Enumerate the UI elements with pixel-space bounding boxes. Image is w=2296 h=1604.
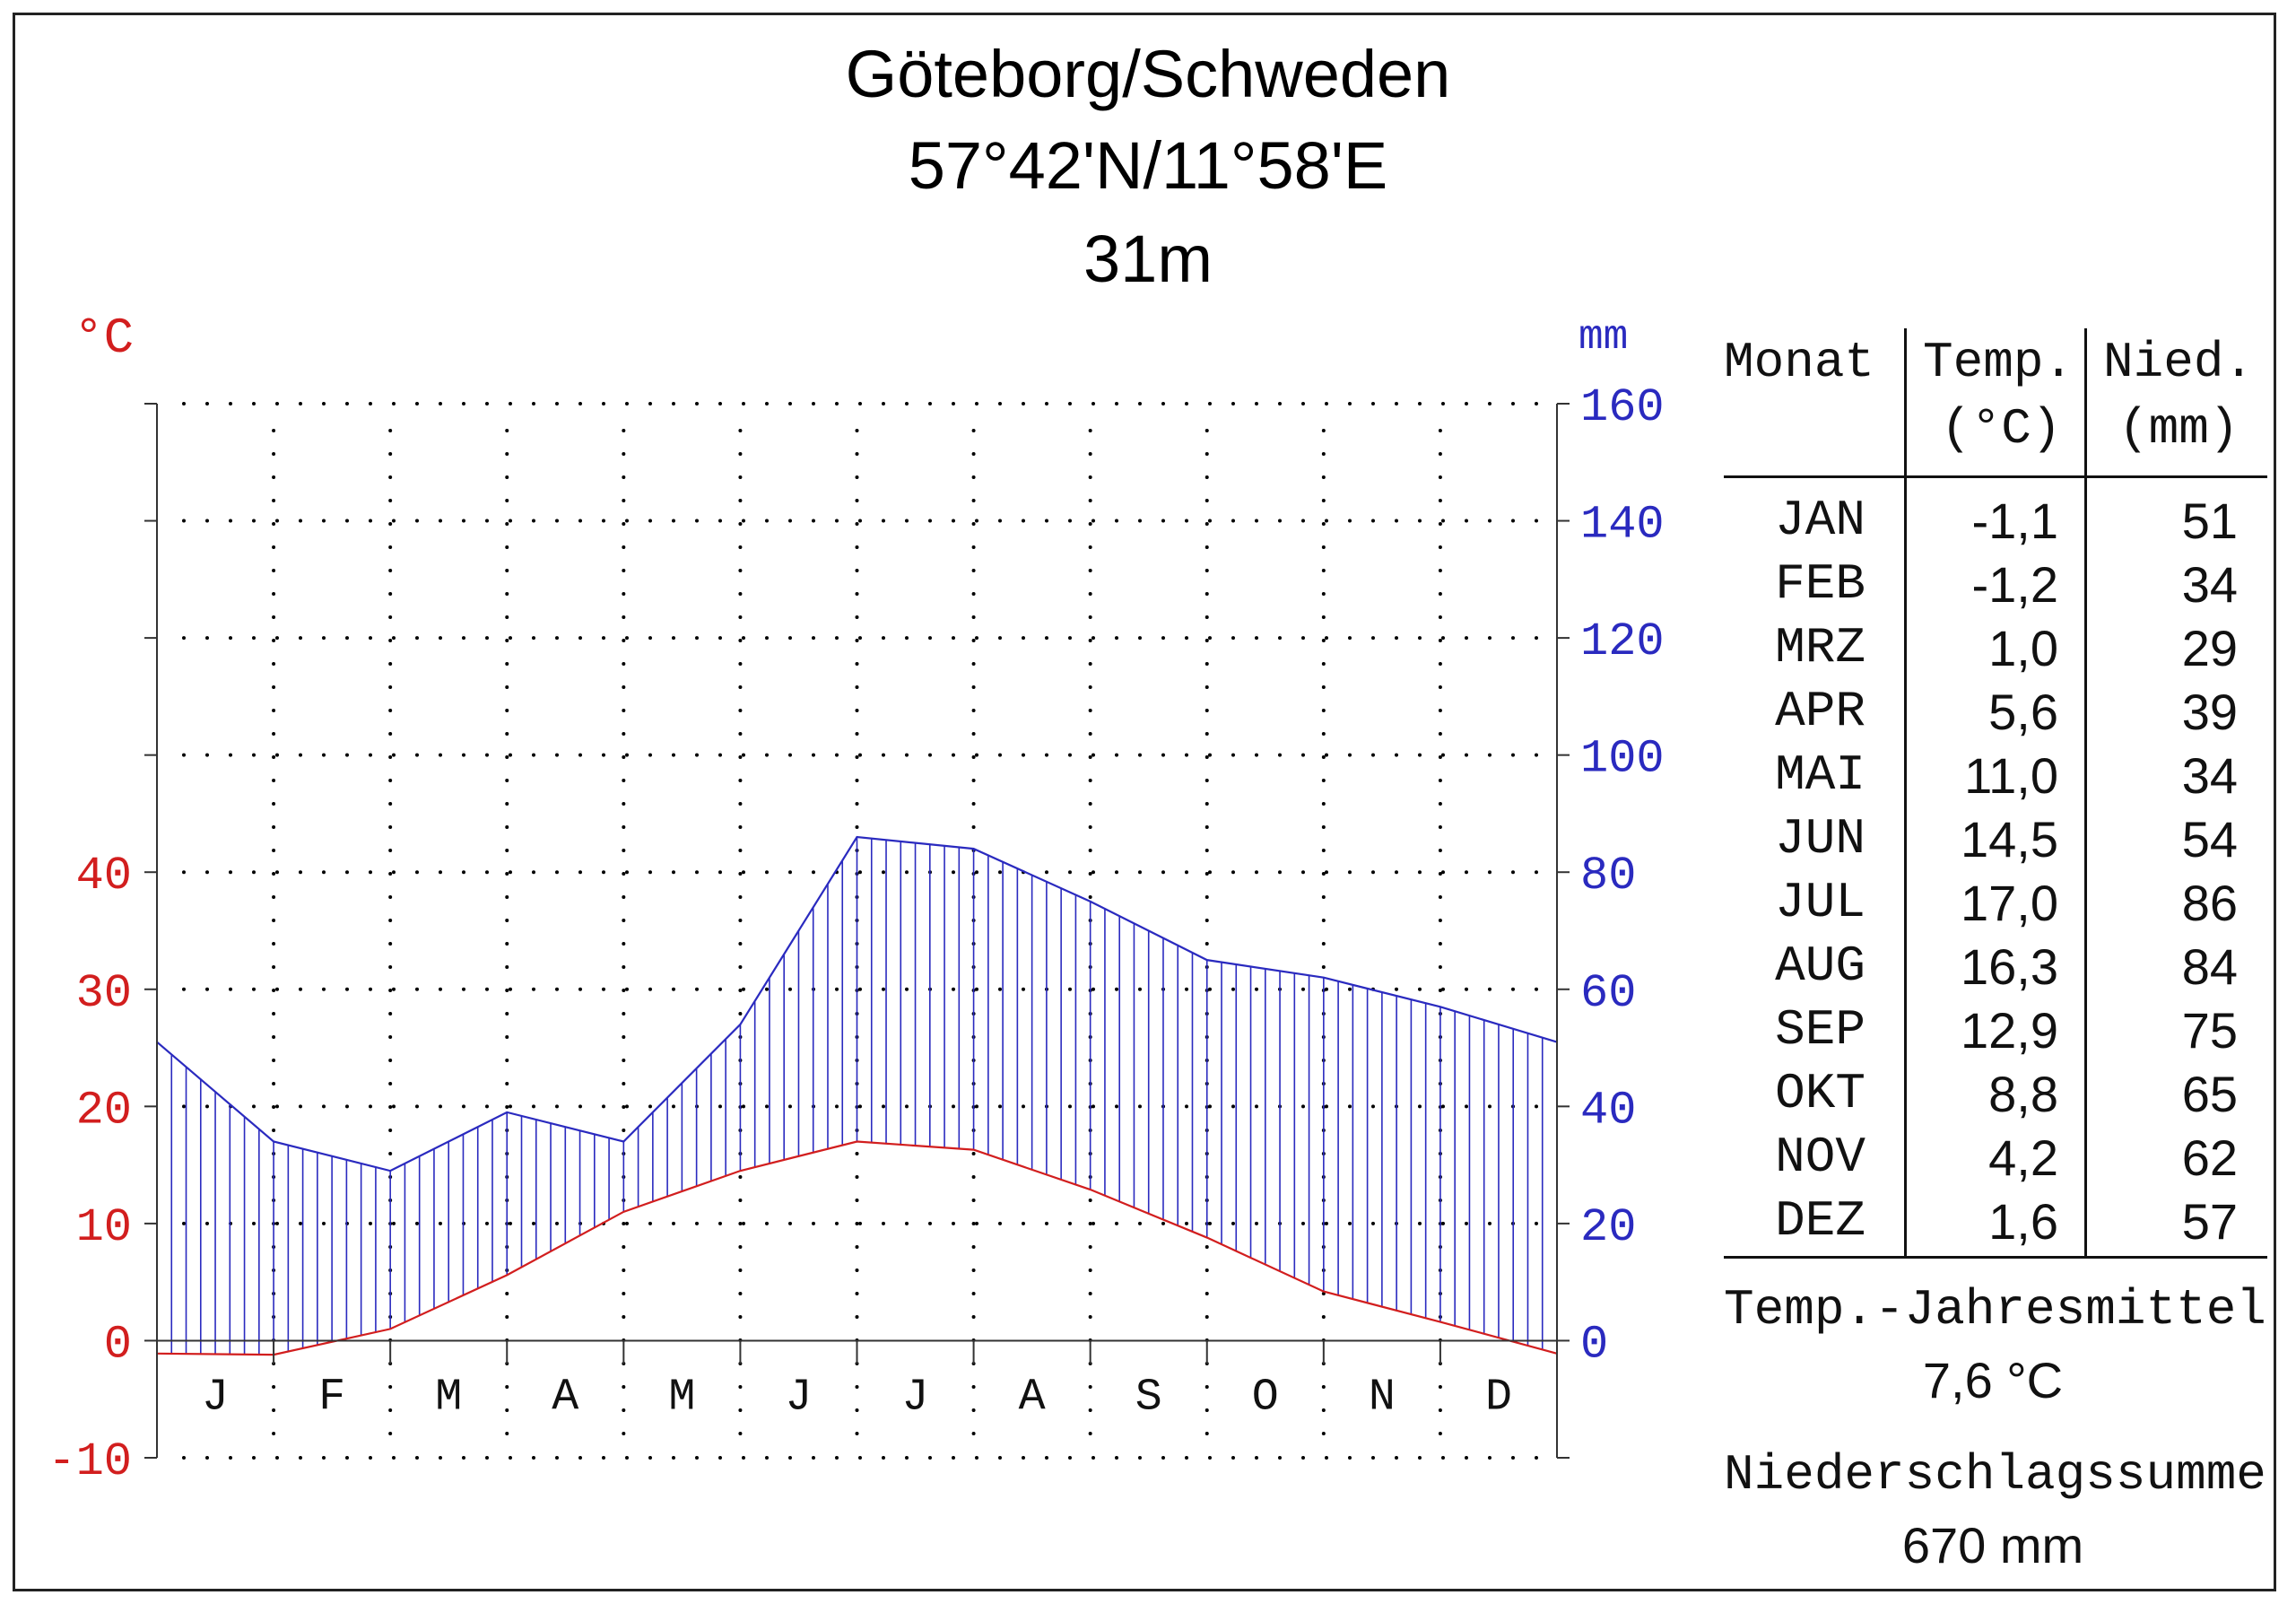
table-row-month: DEZ — [1775, 1192, 1866, 1250]
table-row-month: SEP — [1775, 1001, 1866, 1059]
table-row-month: OKT — [1775, 1065, 1866, 1122]
table-header-temp-unit: (°C) — [1941, 400, 2062, 458]
month-label: A — [552, 1372, 578, 1423]
month-label: J — [785, 1372, 812, 1423]
chart-title-station: Göteborg/Schweden — [845, 37, 1451, 111]
table-row-temp: 1,0 — [1988, 620, 2058, 676]
table-row-month: AUG — [1775, 937, 1866, 995]
chart-title-coordinates: 57°42'N/11°58'E — [908, 128, 1388, 203]
right-axis-tick-label: 0 — [1580, 1318, 1608, 1371]
table-row-temp: -1,2 — [1971, 556, 2059, 613]
right-axis-tick-label: 100 — [1580, 733, 1665, 786]
table-row-temp: 12,9 — [1961, 1002, 2058, 1059]
left-axis-tick-label: 0 — [104, 1318, 132, 1371]
month-label: D — [1485, 1372, 1512, 1423]
right-axis-tick-label: 160 — [1580, 381, 1665, 434]
annual-mean-value: 7,6 °C — [1922, 1352, 2064, 1408]
right-axis-unit: mm — [1578, 314, 1628, 361]
table-row-month: JUN — [1775, 810, 1866, 867]
table-row-month: APR — [1775, 683, 1866, 740]
left-axis-tick-label: 30 — [76, 967, 132, 1020]
table-row-precip: 75 — [2181, 1002, 2238, 1059]
right-axis-tick-label: 120 — [1580, 615, 1665, 668]
table-row-temp: 4,2 — [1988, 1129, 2058, 1186]
table-row-temp: 11,0 — [1964, 747, 2058, 804]
table-header-temp: Temp. — [1923, 334, 2074, 391]
table-header-precip-unit: (mm) — [2118, 400, 2239, 458]
table-row-temp: -1,1 — [1971, 493, 2059, 549]
month-label: A — [1019, 1372, 1046, 1423]
month-label: M — [668, 1372, 695, 1423]
month-label: O — [1252, 1372, 1279, 1423]
chart-title-altitude: 31m — [1083, 222, 1213, 296]
month-label: J — [902, 1372, 929, 1423]
table-row-temp: 1,6 — [1988, 1193, 2058, 1250]
month-label: S — [1135, 1372, 1162, 1423]
table-row-precip: 86 — [2181, 875, 2238, 931]
left-axis-tick-label: 10 — [76, 1201, 132, 1254]
table-row-precip: 34 — [2181, 556, 2238, 613]
table-row-precip: 84 — [2181, 938, 2238, 995]
right-axis-tick-label: 20 — [1580, 1201, 1636, 1254]
month-label: M — [435, 1372, 462, 1423]
annual-precip-label: Niederschlagssumme — [1724, 1446, 2266, 1504]
table-row-month: MRZ — [1775, 619, 1866, 676]
table-header-month: Monat — [1724, 334, 1875, 391]
left-axis-tick-label: 20 — [76, 1084, 132, 1137]
table-header-rule — [1724, 475, 2267, 478]
right-axis-tick-label: 80 — [1580, 850, 1636, 902]
table-row-temp: 17,0 — [1961, 875, 2058, 931]
table-row-month: FEB — [1775, 555, 1866, 613]
month-label: N — [1369, 1372, 1396, 1423]
month-label: J — [202, 1372, 229, 1423]
precipitation-line — [156, 835, 1558, 1172]
table-row-temp: 8,8 — [1988, 1066, 2058, 1122]
table-divider-2 — [2084, 328, 2087, 1258]
table-row-precip: 57 — [2181, 1193, 2238, 1250]
annual-mean-label: Temp.-Jahresmittel — [1724, 1281, 2266, 1338]
table-row-temp: 16,3 — [1961, 938, 2058, 995]
table-row-month: MAI — [1775, 746, 1866, 804]
right-axis-tick-label: 40 — [1580, 1084, 1636, 1137]
table-row-precip: 39 — [2181, 684, 2238, 740]
left-axis-tick-label: 40 — [76, 850, 132, 902]
table-bottom-rule — [1724, 1256, 2267, 1259]
left-axis-tick-label: -10 — [48, 1435, 132, 1488]
left-axis-unit: °C — [74, 309, 134, 367]
month-label: F — [318, 1372, 345, 1423]
table-row-month: NOV — [1775, 1129, 1866, 1186]
table-row-precip: 29 — [2181, 620, 2238, 676]
table-row-precip: 34 — [2181, 747, 2238, 804]
annual-precip-value: 670 mm — [1901, 1517, 2084, 1573]
table-row-precip: 51 — [2181, 493, 2238, 549]
climate-diagram: -10 0 10 20 30 40 0 20 40 60 80 100 120 140 160 °C mm J F M… — [48, 309, 1665, 1488]
table-divider-1 — [1904, 328, 1907, 1258]
table-row-month: JUL — [1775, 874, 1866, 931]
table-row-precip: 65 — [2181, 1066, 2238, 1122]
table-header-precip: Nied. — [2103, 334, 2255, 391]
right-axis-tick-label: 60 — [1580, 967, 1636, 1020]
temperature-line — [156, 1140, 1558, 1356]
table-row-temp: 14,5 — [1961, 811, 2058, 867]
table-row-temp: 5,6 — [1988, 684, 2058, 740]
table-row-precip: 54 — [2181, 811, 2238, 867]
right-axis-tick-label: 140 — [1580, 499, 1665, 552]
table-row-month: JAN — [1775, 492, 1866, 549]
table-row-precip: 62 — [2181, 1129, 2238, 1186]
